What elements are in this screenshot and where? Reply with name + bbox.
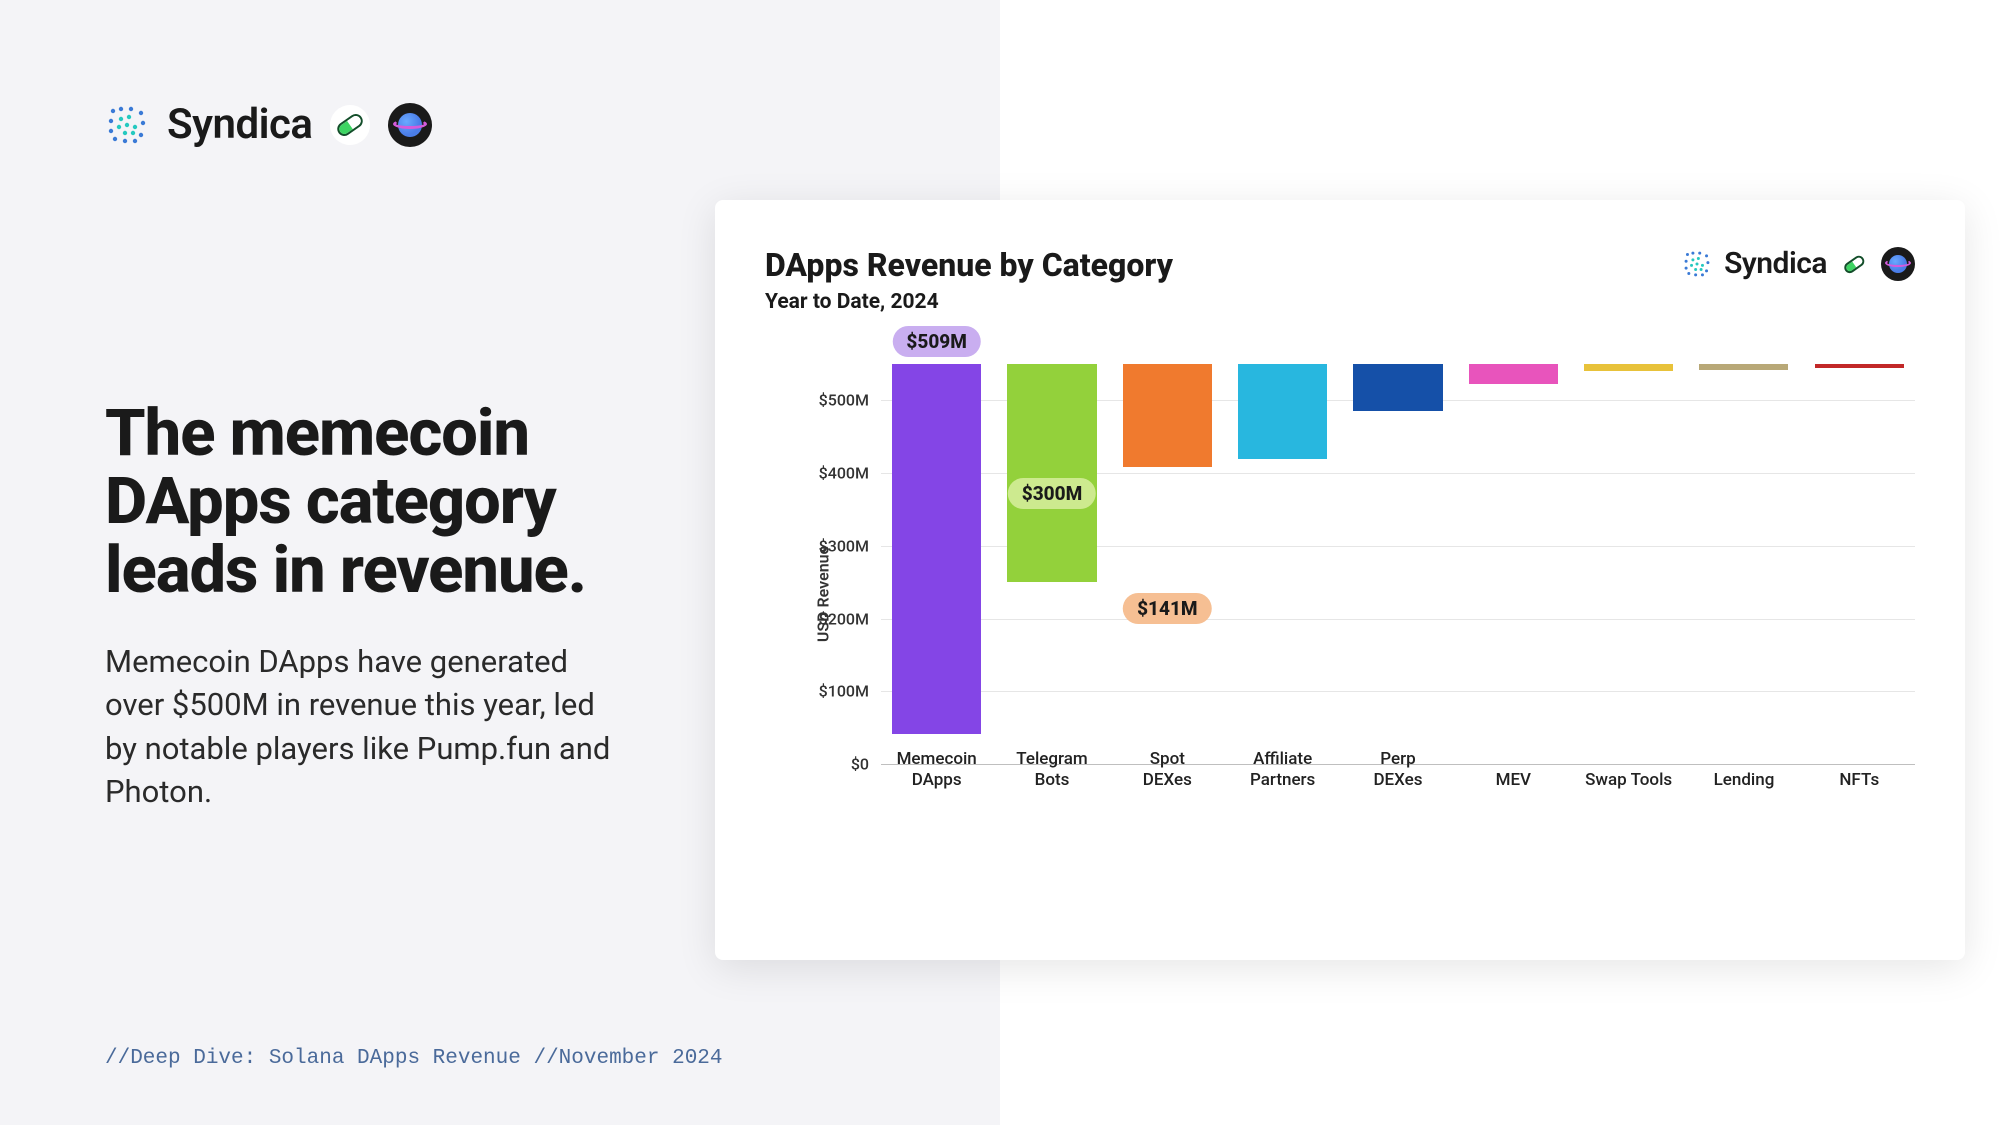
chart-card: DApps Revenue by Category Year to Date, … xyxy=(715,200,1965,960)
bar-column: $300MTelegramBots xyxy=(996,364,1107,764)
bar-column: NFTs xyxy=(1804,364,1915,764)
chart-title: DApps Revenue by Category xyxy=(765,246,1173,284)
pill-icon xyxy=(323,97,379,153)
footer-tag: //Deep Dive: Solana DApps Revenue //Nove… xyxy=(105,1047,723,1070)
y-tick-label: $200M xyxy=(819,609,869,628)
pill-icon xyxy=(1833,243,1875,285)
brand-name: Syndica xyxy=(1724,246,1827,281)
bar xyxy=(1584,364,1673,371)
bar xyxy=(1699,364,1788,370)
bar-column: PerpDEXes xyxy=(1342,364,1453,764)
bar-column: MEV xyxy=(1458,364,1569,764)
bar-column: AffiliatePartners xyxy=(1227,364,1338,764)
bar xyxy=(892,364,981,734)
category-label: NFTs xyxy=(1781,770,1937,790)
chart-brand: Syndica xyxy=(1682,246,1915,281)
value-callout: $509M xyxy=(892,326,980,357)
bar xyxy=(1353,364,1442,411)
value-callout: $141M xyxy=(1123,593,1211,624)
y-tick-label: $300M xyxy=(819,536,869,555)
y-tick-label: $400M xyxy=(819,464,869,483)
syndica-logo-icon xyxy=(105,103,149,147)
chart-header: DApps Revenue by Category Year to Date, … xyxy=(765,246,1915,314)
value-callout: $300M xyxy=(1008,478,1096,509)
bar-column: $141MSpotDEXes xyxy=(1112,364,1223,764)
y-tick-label: $100M xyxy=(819,682,869,701)
bar-column: Swap Tools xyxy=(1573,364,1684,764)
brand-name: Syndica xyxy=(167,100,312,149)
astronaut-icon xyxy=(1881,247,1915,281)
bars-container: $509MMemecoinDApps$300MTelegramBots$141M… xyxy=(881,364,1915,764)
bar-column: Lending xyxy=(1688,364,1799,764)
bar xyxy=(1469,364,1558,384)
y-tick-label: $500M xyxy=(819,391,869,410)
brand-row: Syndica xyxy=(105,100,940,149)
bar xyxy=(1238,364,1327,459)
astronaut-icon xyxy=(388,103,432,147)
bar-column: $509MMemecoinDApps xyxy=(881,364,992,764)
bar xyxy=(1123,364,1212,467)
chart-subtitle: Year to Date, 2024 xyxy=(765,290,1173,314)
syndica-logo-icon xyxy=(1682,249,1712,279)
plot-area: USD Revenue $0$100M$200M$300M$400M$500M … xyxy=(833,364,1915,824)
headline: The memecoin DApps category leads in rev… xyxy=(105,399,665,604)
bar xyxy=(1007,364,1096,582)
subtext: Memecoin DApps have generated over $500M… xyxy=(105,640,625,814)
bar xyxy=(1815,364,1904,368)
